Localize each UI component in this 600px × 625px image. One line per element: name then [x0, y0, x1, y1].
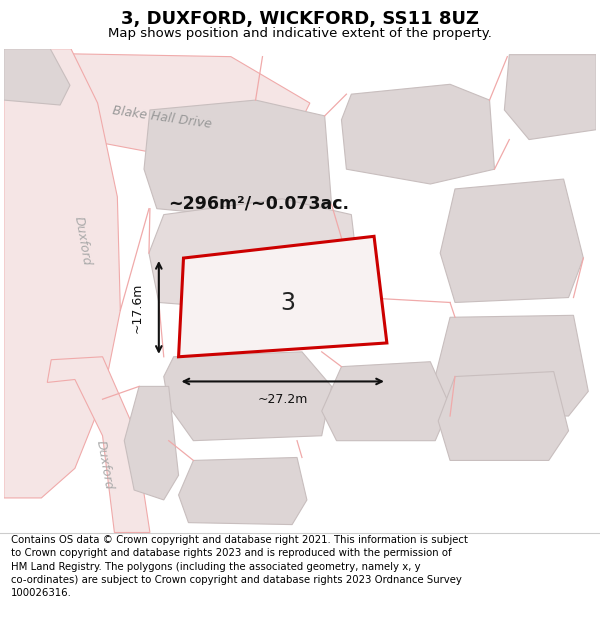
Text: 3: 3 [281, 291, 296, 316]
Text: Duxford: Duxford [94, 439, 115, 491]
Polygon shape [149, 199, 361, 312]
Polygon shape [505, 54, 596, 139]
Polygon shape [4, 49, 70, 105]
Polygon shape [440, 179, 583, 302]
Polygon shape [322, 362, 450, 441]
Polygon shape [435, 315, 588, 416]
Text: Map shows position and indicative extent of the property.: Map shows position and indicative extent… [108, 27, 492, 40]
Polygon shape [341, 84, 494, 184]
Text: ~296m²/~0.073ac.: ~296m²/~0.073ac. [168, 195, 349, 212]
Polygon shape [179, 458, 307, 524]
Text: Contains OS data © Crown copyright and database right 2021. This information is : Contains OS data © Crown copyright and d… [11, 535, 468, 598]
Text: Blake Hall Drive: Blake Hall Drive [112, 104, 212, 131]
Polygon shape [144, 100, 332, 219]
Polygon shape [438, 372, 569, 461]
Text: Duxford: Duxford [72, 216, 94, 267]
Text: ~17.6m: ~17.6m [131, 282, 143, 332]
Polygon shape [164, 352, 332, 441]
Polygon shape [4, 54, 310, 152]
Text: 3, DUXFORD, WICKFORD, SS11 8UZ: 3, DUXFORD, WICKFORD, SS11 8UZ [121, 10, 479, 27]
Polygon shape [179, 236, 387, 357]
Polygon shape [47, 357, 150, 532]
Text: ~27.2m: ~27.2m [257, 392, 308, 406]
Polygon shape [4, 49, 121, 498]
Polygon shape [124, 386, 179, 500]
